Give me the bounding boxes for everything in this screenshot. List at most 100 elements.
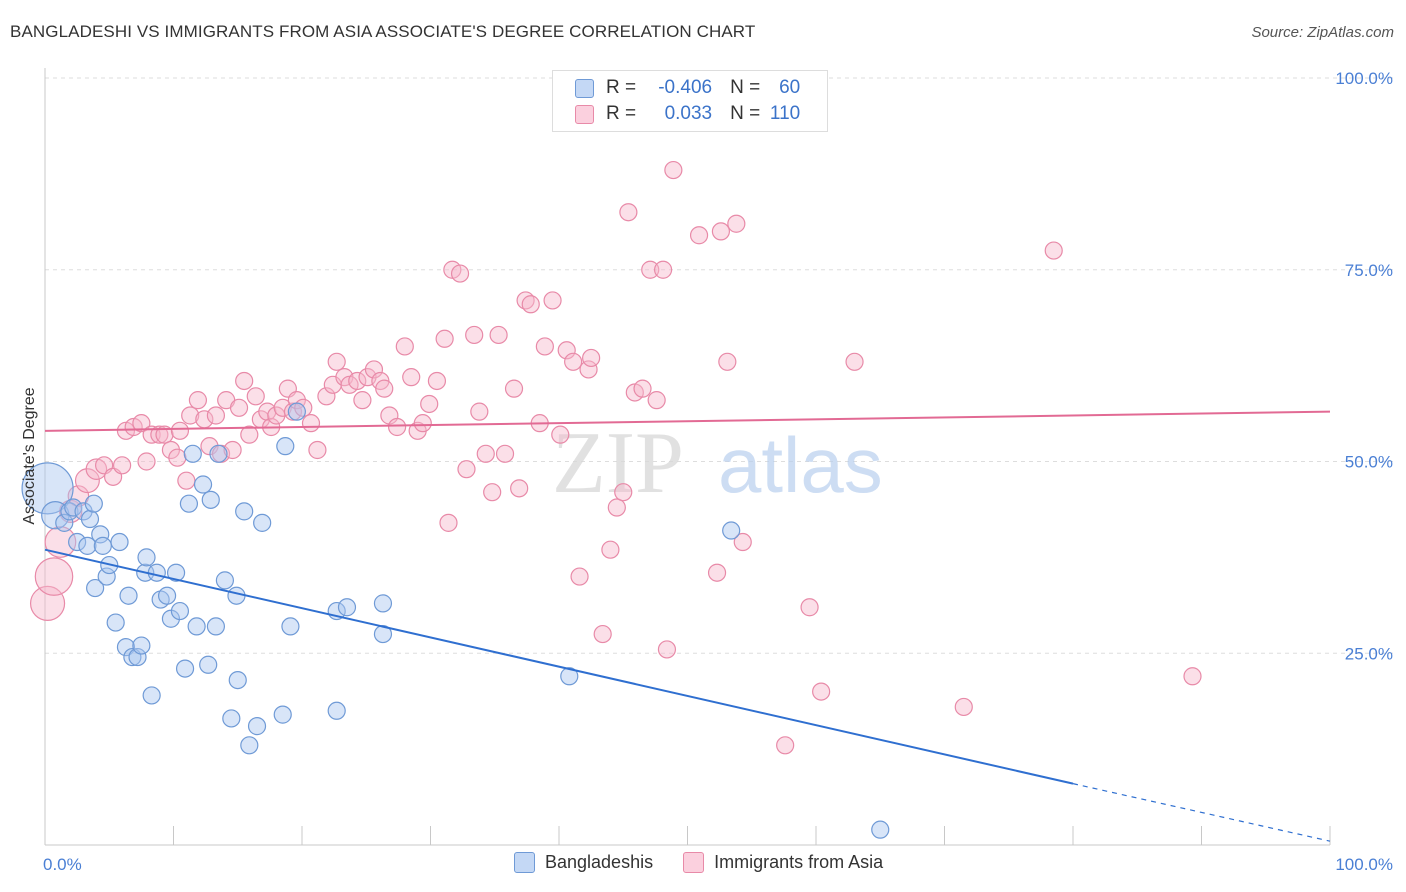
point-bangladeshi [209,444,228,463]
y-tick-label: 75.0% [1345,261,1393,280]
point-immigrants-from-asia [206,406,226,425]
point-immigrants-from-asia [733,532,752,552]
point-immigrants-from-asia [364,360,384,379]
point-bangladeshi [86,578,105,598]
legend-item-bangladeshis[interactable]: Bangladeshis [514,852,653,873]
point-immigrants-from-asia [535,337,554,356]
legend-r-value: 0.033 [664,103,713,124]
point-bangladeshi [722,521,741,540]
legend-r-label: R = [606,77,637,98]
point-bangladeshi [68,532,87,552]
tick-labels: 100.0% 75.0% 50.0% 25.0% 0.0% 100.0% [43,69,1393,874]
legend-r-value: -0.406 [658,77,713,98]
series-bangladeshis [21,402,890,839]
point-immigrants-from-asia [711,222,731,241]
point-immigrants-from-asia [132,414,151,433]
point-immigrants-from-asia [543,291,562,310]
point-bangladeshi [93,536,112,555]
point-bangladeshi [235,502,254,521]
x-tick-label-max: 100.0% [1335,855,1393,874]
point-immigrants-from-asia [240,425,259,444]
watermark: ZIP atlas [552,415,883,512]
point-bangladeshi [228,670,247,690]
point-immigrants-from-asia [168,448,187,467]
point-bangladeshi [137,548,156,567]
point-immigrants-from-asia [348,371,367,391]
point-bangladeshi [55,513,74,532]
point-bangladeshi [199,655,218,674]
point-immigrants-from-asia [521,295,540,314]
point-immigrants-from-asia [1183,667,1202,686]
point-bangladeshi [106,613,125,632]
point-bangladeshi [373,594,393,613]
point-bangladeshi [179,494,199,513]
point-immigrants-from-asia [395,337,414,356]
point-immigrants-from-asia [301,414,321,433]
point-immigrants-from-asia [800,598,819,617]
point-bangladeshi [84,494,103,513]
point-immigrants-from-asia [653,260,673,279]
point-immigrants-from-asia [235,371,254,391]
point-bangladeshi [110,532,129,552]
point-immigrants-from-asia [44,526,77,558]
trend-line-bangladeshis [44,548,1074,785]
legend-n-label: N = [730,77,761,98]
x-tick-label-min: 0.0% [43,855,82,874]
legend-item-immigrants-from-asia[interactable]: Immigrants from Asia [683,852,883,873]
point-bangladeshi [183,444,202,463]
point-bangladeshi [201,490,220,509]
legend-n-value: 60 [779,77,801,98]
point-bangladeshi [373,624,393,644]
point-bangladeshi [253,513,272,532]
point-immigrants-from-asia [504,379,524,398]
point-immigrants-from-asia [564,352,583,371]
point-immigrants-from-asia [223,440,242,460]
series-legend: Bangladeshis Immigrants from Asia [514,852,913,873]
point-immigrants-from-asia [845,352,864,371]
point-immigrants-from-asia [557,341,576,360]
correlation-legend: R = -0.406 N = 60 R = 0.033 N = 110 [552,70,828,132]
point-immigrants-from-asia [470,402,489,421]
point-bangladeshi [64,498,83,517]
point-immigrants-from-asia [601,540,620,559]
point-immigrants-from-asia [435,329,454,348]
watermark-atlas: atlas [718,421,883,509]
point-bangladeshi [166,563,186,582]
point-bangladeshi [247,717,267,736]
point-bangladeshi [78,536,97,555]
point-immigrants-from-asia [353,391,372,410]
point-immigrants-from-asia [170,421,190,440]
y-tick-label: 100.0% [1335,69,1393,88]
point-immigrants-from-asia [495,444,515,463]
point-immigrants-from-asia [707,563,727,582]
point-immigrants-from-asia [229,398,249,417]
point-immigrants-from-asia [657,640,677,659]
point-bangladeshi [21,462,74,515]
point-immigrants-from-asia [465,325,484,345]
point-bangladeshi [215,571,234,590]
legend-r-label: R = [606,103,637,124]
axes [44,68,1331,846]
source-label: Source: ZipAtlas.com [1251,24,1394,41]
point-immigrants-from-asia [812,682,831,701]
point-bangladeshi [97,567,116,586]
legend-n-label: N = [730,103,761,124]
point-bangladeshi [175,659,195,678]
point-bangladeshi [187,617,206,636]
point-immigrants-from-asia [283,402,303,421]
point-immigrants-from-asia [112,456,132,475]
y-tick-label: 50.0% [1345,453,1393,472]
point-bangladeshi [276,437,295,456]
point-immigrants-from-asia [258,402,277,421]
point-immigrants-from-asia [489,325,508,345]
point-immigrants-from-asia [593,624,612,644]
point-immigrants-from-asia [155,425,174,444]
series-immigrants-from-asia [29,160,1202,755]
point-immigrants-from-asia [375,379,394,398]
point-immigrants-from-asia [439,513,458,532]
point-bangladeshi [327,701,346,720]
point-immigrants-from-asia [689,226,709,245]
point-bangladeshi [119,586,138,605]
trend-line-immigrants-from-asia [44,410,1331,432]
point-immigrants-from-asia [641,260,660,279]
